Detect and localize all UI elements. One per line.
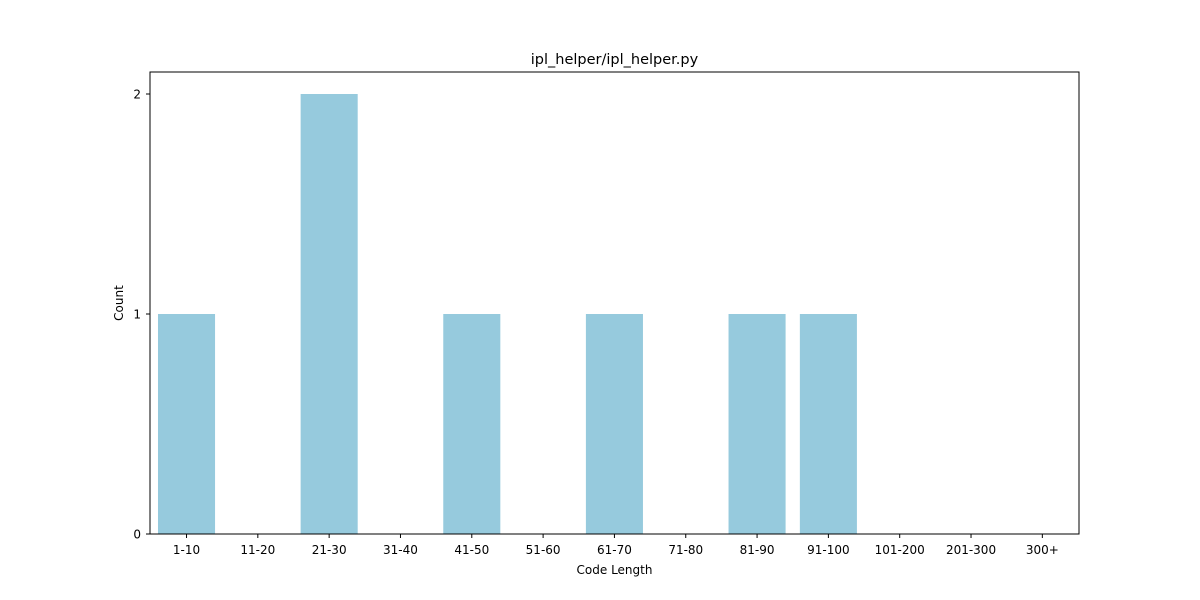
x-tick-label: 21-30 [312,543,347,557]
bar-21-30 [300,94,358,534]
y-tick-label: 0 [133,528,141,542]
y-tick-label: 2 [133,88,141,102]
bar-41-50 [443,314,501,534]
x-tick-label: 300+ [1026,543,1059,557]
bar-61-70 [585,314,643,534]
y-tick-label: 1 [133,308,141,322]
bar-91-100 [799,314,857,534]
x-tick-label: 91-100 [807,543,850,557]
x-tick-label: 81-90 [740,543,775,557]
x-tick-label: 61-70 [597,543,632,557]
bar-1-10 [157,314,216,534]
bars-layer [157,94,857,534]
x-tick-label: 1-10 [173,543,200,557]
x-tick-label: 51-60 [526,543,561,557]
x-tick-label: 71-80 [668,543,703,557]
x-tick-label: 201-300 [946,543,996,557]
plot-frame [149,71,1080,535]
ticks-layer: 1-10 11-20 21-30 31-40 41-50 51-60 61-70 71-80 8… [133,88,1058,558]
x-tick-label: 11-20 [240,543,275,557]
y-axis-label: Count [112,285,126,321]
bar-81-90 [728,314,786,534]
chart-title: ipl_helper/ipl_helper.py [531,52,699,68]
x-tick-label: 41-50 [454,543,489,557]
x-tick-label: 101-200 [875,543,925,557]
x-tick-label: 31-40 [383,543,418,557]
x-axis-label: Code Length [577,563,653,577]
